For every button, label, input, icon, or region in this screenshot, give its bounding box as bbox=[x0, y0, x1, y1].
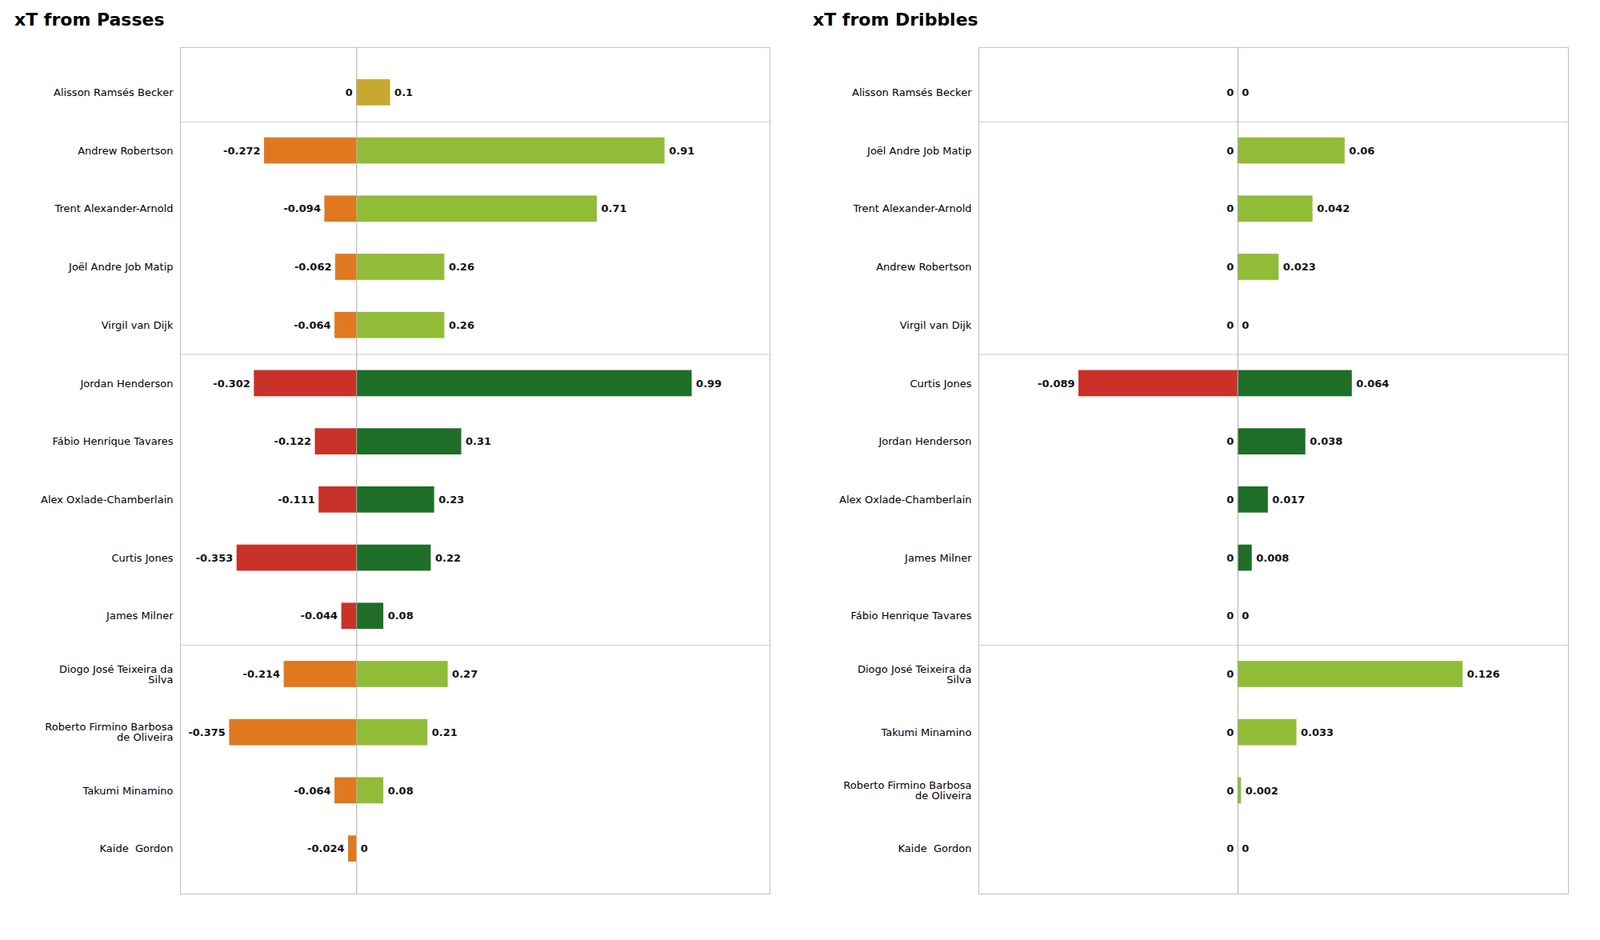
svg-text:Takumi Minamino: Takumi Minamino bbox=[880, 726, 972, 739]
svg-text:Fábio Henrique Tavares: Fábio Henrique Tavares bbox=[52, 435, 173, 448]
svg-text:Jordan Henderson: Jordan Henderson bbox=[79, 377, 173, 390]
svg-text:Joël Andre Job Matip: Joël Andre Job Matip bbox=[866, 144, 972, 157]
svg-text:Alex Oxlade-Chamberlain: Alex Oxlade-Chamberlain bbox=[839, 493, 972, 506]
svg-text:Roberto Firmino Barbosade Oliv: Roberto Firmino Barbosade Oliveira bbox=[44, 720, 173, 744]
svg-text:-0.111: -0.111 bbox=[277, 493, 316, 506]
svg-text:Diogo José Teixeira daSilva: Diogo José Teixeira daSilva bbox=[857, 663, 972, 686]
svg-text:0.31: 0.31 bbox=[465, 435, 492, 448]
svg-text:0: 0 bbox=[1226, 260, 1234, 273]
svg-text:0: 0 bbox=[1226, 726, 1234, 739]
svg-text:Kaide Gordon: Kaide Gordon bbox=[898, 842, 972, 855]
svg-text:0: 0 bbox=[1226, 784, 1234, 797]
svg-text:Alisson Ramsés Becker: Alisson Ramsés Becker bbox=[852, 86, 972, 99]
svg-text:0.06: 0.06 bbox=[1348, 144, 1375, 157]
svg-text:Curtis Jones: Curtis Jones bbox=[111, 552, 173, 564]
svg-text:-0.122: -0.122 bbox=[274, 435, 312, 448]
svg-text:-0.064: -0.064 bbox=[293, 319, 332, 332]
svg-text:0: 0 bbox=[1241, 609, 1249, 622]
svg-text:Trent Alexander-Arnold: Trent Alexander-Arnold bbox=[852, 202, 972, 215]
svg-text:-0.089: -0.089 bbox=[1037, 377, 1076, 390]
svg-text:-0.214: -0.214 bbox=[243, 668, 281, 680]
html-text:xT from Dribbles: xT from Dribbles bbox=[812, 9, 979, 30]
svg-text:Trent Alexander-Arnold: Trent Alexander-Arnold bbox=[54, 202, 174, 215]
svg-text:-0.044: -0.044 bbox=[300, 609, 339, 622]
svg-text:Curtis Jones: Curtis Jones bbox=[909, 377, 972, 390]
svg-text:0: 0 bbox=[1226, 552, 1234, 564]
svg-text:0: 0 bbox=[1226, 86, 1234, 99]
svg-text:0.1: 0.1 bbox=[394, 86, 413, 99]
svg-text:0.033: 0.033 bbox=[1300, 726, 1334, 739]
svg-text:0.23: 0.23 bbox=[438, 493, 464, 506]
svg-text:-0.353: -0.353 bbox=[196, 552, 234, 564]
svg-text:0: 0 bbox=[1226, 842, 1234, 855]
svg-text:James Milner: James Milner bbox=[904, 552, 972, 564]
svg-text:0.26: 0.26 bbox=[448, 319, 475, 332]
svg-text:0.008: 0.008 bbox=[1256, 552, 1289, 564]
svg-text:0.22: 0.22 bbox=[435, 552, 461, 564]
svg-text:Alisson Ramsés Becker: Alisson Ramsés Becker bbox=[53, 86, 174, 99]
svg-text:0.126: 0.126 bbox=[1467, 668, 1500, 680]
svg-text:0: 0 bbox=[1226, 668, 1234, 680]
svg-text:0: 0 bbox=[1226, 202, 1234, 215]
svg-text:0.21: 0.21 bbox=[432, 726, 458, 739]
svg-text:0: 0 bbox=[345, 86, 353, 99]
svg-text:0: 0 bbox=[1241, 319, 1249, 332]
svg-text:-0.064: -0.064 bbox=[293, 784, 332, 797]
svg-text:0.71: 0.71 bbox=[600, 202, 627, 215]
svg-text:Virgil van Dijk: Virgil van Dijk bbox=[101, 319, 174, 332]
svg-text:Joël Andre Job Matip: Joël Andre Job Matip bbox=[68, 260, 173, 273]
svg-text:-0.272: -0.272 bbox=[223, 144, 261, 157]
svg-text:0.017: 0.017 bbox=[1272, 493, 1305, 506]
svg-text:Alex Oxlade-Chamberlain: Alex Oxlade-Chamberlain bbox=[40, 493, 174, 506]
svg-text:0.99: 0.99 bbox=[696, 377, 722, 390]
svg-text:Jordan Henderson: Jordan Henderson bbox=[877, 435, 972, 448]
svg-text:0: 0 bbox=[1226, 144, 1234, 157]
svg-text:0: 0 bbox=[1226, 609, 1234, 622]
svg-text:0.26: 0.26 bbox=[448, 260, 475, 273]
svg-text:0: 0 bbox=[1241, 86, 1249, 99]
svg-text:Andrew Robertson: Andrew Robertson bbox=[77, 144, 173, 157]
svg-text:Diogo José Teixeira daSilva: Diogo José Teixeira daSilva bbox=[59, 663, 174, 686]
svg-text:0: 0 bbox=[360, 842, 368, 855]
svg-text:Andrew Robertson: Andrew Robertson bbox=[876, 260, 972, 273]
svg-text:0.042: 0.042 bbox=[1316, 202, 1350, 215]
svg-text:0.08: 0.08 bbox=[388, 784, 414, 797]
svg-text:0.023: 0.023 bbox=[1283, 260, 1316, 273]
svg-text:-0.062: -0.062 bbox=[294, 260, 332, 273]
svg-text:-0.094: -0.094 bbox=[283, 202, 321, 215]
svg-text:Kaide Gordon: Kaide Gordon bbox=[100, 842, 174, 855]
svg-text:0.038: 0.038 bbox=[1309, 435, 1343, 448]
svg-text:0: 0 bbox=[1226, 319, 1234, 332]
svg-text:Virgil van Dijk: Virgil van Dijk bbox=[900, 319, 972, 332]
svg-text:-0.024: -0.024 bbox=[307, 842, 345, 855]
svg-text:Takumi Minamino: Takumi Minamino bbox=[81, 784, 173, 797]
svg-text:-0.375: -0.375 bbox=[188, 726, 226, 739]
svg-text:0.27: 0.27 bbox=[452, 668, 478, 680]
svg-text:0.064: 0.064 bbox=[1356, 377, 1389, 390]
svg-text:0.91: 0.91 bbox=[668, 144, 695, 157]
svg-text:James Milner: James Milner bbox=[105, 609, 174, 622]
svg-text:Fábio Henrique Tavares: Fábio Henrique Tavares bbox=[850, 609, 972, 622]
svg-text:0.002: 0.002 bbox=[1245, 784, 1279, 797]
svg-text:0: 0 bbox=[1241, 842, 1249, 855]
html-text:xT from Passes: xT from Passes bbox=[14, 9, 165, 30]
svg-text:0.08: 0.08 bbox=[388, 609, 414, 622]
svg-text:Roberto Firmino Barbosade Oliv: Roberto Firmino Barbosade Oliveira bbox=[843, 779, 972, 802]
svg-text:0: 0 bbox=[1226, 493, 1234, 506]
svg-text:0: 0 bbox=[1226, 435, 1234, 448]
svg-text:-0.302: -0.302 bbox=[212, 377, 251, 390]
